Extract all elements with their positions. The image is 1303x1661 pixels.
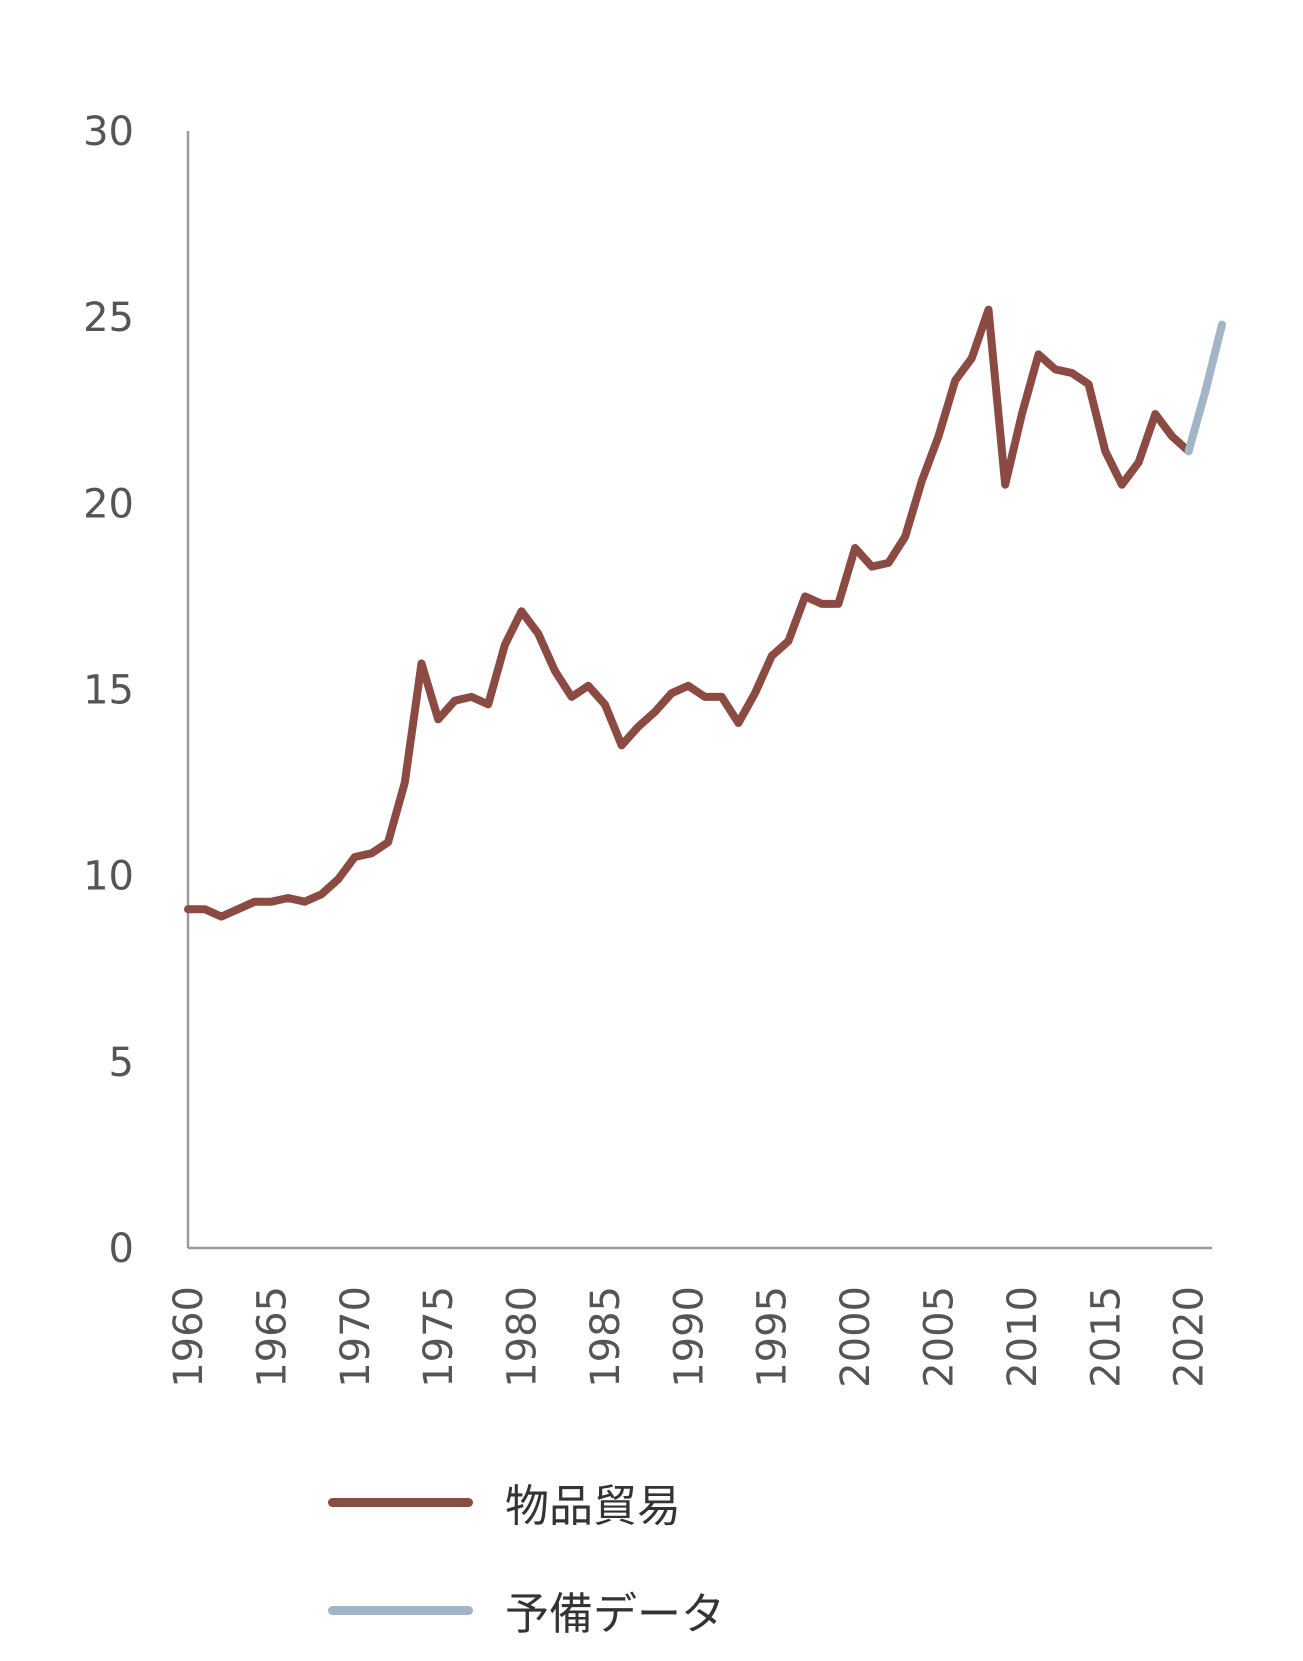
y-tick-label: 10 <box>83 854 134 900</box>
x-tick-label: 1970 <box>333 1286 379 1388</box>
y-tick-label: 0 <box>109 1226 134 1272</box>
x-tick-label: 2010 <box>1000 1286 1046 1388</box>
y-axis-ticks: 0 5 10 15 20 25 30 <box>83 109 134 1272</box>
x-tick-label: 1980 <box>500 1286 546 1388</box>
series-layer <box>184 305 1226 921</box>
x-axis-ticks: 1960 1965 1970 1975 1980 1985 1990 1995 2000 2005… <box>166 1286 1213 1388</box>
x-tick-label: 2020 <box>1167 1286 1213 1388</box>
y-tick-label: 5 <box>109 1040 134 1086</box>
series-line-goods-trade <box>184 305 1193 921</box>
x-tick-label: 1960 <box>166 1286 212 1388</box>
legend-item-preliminary: 予備データ <box>328 1578 725 1642</box>
legend-swatch-goods-trade <box>328 1497 473 1507</box>
legend-swatch-preliminary <box>328 1605 473 1615</box>
x-tick-label: 1990 <box>666 1286 712 1388</box>
x-tick-label: 1965 <box>249 1286 295 1388</box>
x-tick-label: 1985 <box>583 1286 629 1388</box>
y-tick-label: 15 <box>83 668 134 714</box>
x-tick-label: 1995 <box>750 1286 796 1388</box>
legend-label-goods-trade: 物品貿易 <box>505 1481 681 1532</box>
y-tick-label: 20 <box>83 481 134 527</box>
y-tick-label: 30 <box>83 109 134 155</box>
x-tick-label: 2015 <box>1083 1286 1129 1388</box>
series-line-preliminary <box>1184 320 1226 456</box>
x-tick-label: 2000 <box>833 1286 879 1388</box>
x-tick-label: 1975 <box>416 1286 462 1388</box>
legend-item-goods-trade: 物品貿易 <box>328 1470 681 1534</box>
y-tick-label: 25 <box>83 295 134 341</box>
x-tick-label: 2005 <box>916 1286 962 1388</box>
legend-label-preliminary: 予備データ <box>505 1589 725 1640</box>
